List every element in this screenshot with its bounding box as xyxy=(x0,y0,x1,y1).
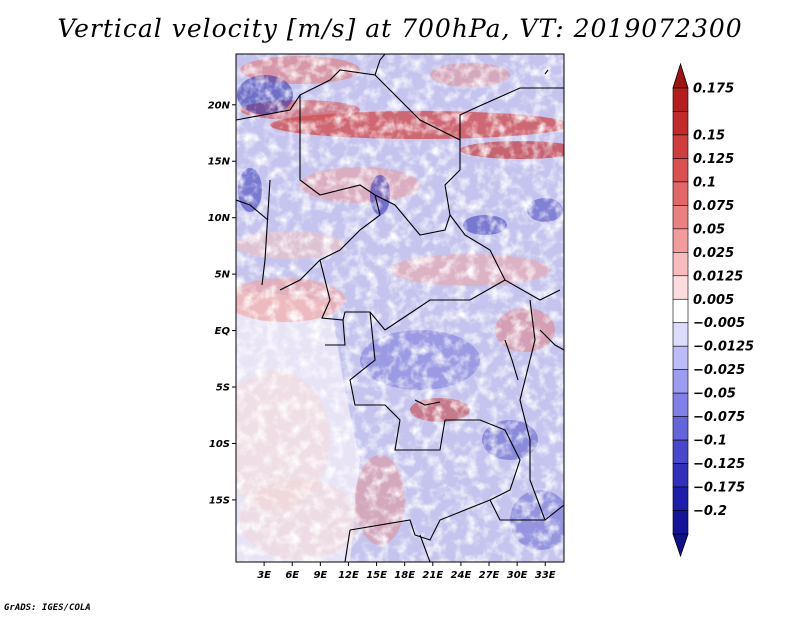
colorbar-swatch xyxy=(672,134,689,159)
lon-tick-label: 12E xyxy=(338,570,359,581)
lat-tick-label: EQ xyxy=(215,326,231,337)
lat-tick-label: 20N xyxy=(208,100,231,111)
lat-tick-label: 5S xyxy=(216,383,230,394)
lon-tick-label: 24E xyxy=(451,570,472,581)
lon-tick-label: 18E xyxy=(394,570,415,581)
colorbar-swatch xyxy=(672,416,689,441)
grads-credit: GrADS: IGES/COLA xyxy=(4,603,91,613)
colorbar-swatch xyxy=(672,252,689,277)
map-title: Vertical velocity [m/s] at 700hPa, VT: 2… xyxy=(57,14,743,43)
lon-tick-label: 9E xyxy=(313,570,327,581)
colorbar-bottom-arrow xyxy=(672,533,689,558)
colorbar-swatch xyxy=(672,345,689,370)
longitude-axis: 3E 6E 9E 12E 15E 18E 21E 24E 27E 30E 33E xyxy=(257,562,556,581)
colorbar-label: 0.075 xyxy=(693,199,734,214)
lon-tick-label: 33E xyxy=(535,570,556,581)
colorbar-label: 0.05 xyxy=(693,222,725,237)
lon-tick-label: 27E xyxy=(479,570,500,581)
colorbar-label: −0.175 xyxy=(693,481,745,496)
colorbar-label: −0.0125 xyxy=(693,340,754,355)
colorbar-label: −0.125 xyxy=(693,457,745,472)
colorbar-swatch xyxy=(672,111,689,136)
colorbar-label: −0.025 xyxy=(693,363,745,378)
lat-tick-label: 5N xyxy=(215,270,231,281)
colorbar-label: −0.1 xyxy=(693,434,727,449)
colorbar-top-arrow xyxy=(672,62,689,89)
map-frame xyxy=(235,53,565,563)
colorbar-label: −0.005 xyxy=(693,316,745,331)
colorbar-swatch xyxy=(672,486,689,511)
colorbar-swatch xyxy=(672,181,689,206)
lat-tick-label: 15N xyxy=(208,157,231,168)
colorbar-swatch xyxy=(672,87,689,112)
lon-tick-label: 6E xyxy=(285,570,299,581)
colorbar-label: 0.025 xyxy=(693,246,734,261)
lat-tick-label: 10N xyxy=(208,213,231,224)
colorbar-label: −0.05 xyxy=(693,387,736,402)
colorbar-swatch xyxy=(672,158,689,183)
colorbar-label: 0.1 xyxy=(693,175,716,190)
colorbar-label: 0.125 xyxy=(693,152,734,167)
colorbar-swatch xyxy=(672,510,689,535)
colorbar-label: 0.15 xyxy=(693,128,725,143)
colorbar-label: 0.005 xyxy=(693,293,734,308)
lon-tick-label: 3E xyxy=(257,570,271,581)
colorbar-swatch xyxy=(672,298,689,324)
colorbar-swatch xyxy=(672,205,689,230)
colorbar-swatch xyxy=(672,275,689,300)
colorbar-label: −0.075 xyxy=(693,410,745,425)
country-borders xyxy=(236,54,564,562)
colorbar-swatch xyxy=(672,439,689,464)
lon-tick-label: 21E xyxy=(422,570,443,581)
colorbar-label: 0.175 xyxy=(693,82,734,97)
colorbar: 0.175 0.15 0.125 0.1 0.075 0.05 0.025 0.0125 0.0… xyxy=(672,62,754,558)
colorbar-swatch xyxy=(672,322,689,347)
colorbar-swatch xyxy=(672,392,689,417)
lon-tick-label: 15E xyxy=(366,570,387,581)
colorbar-swatch xyxy=(672,228,689,253)
lat-tick-label: 10S xyxy=(209,439,230,450)
velocity-field xyxy=(236,54,564,562)
colorbar-label: −0.2 xyxy=(693,504,727,519)
colorbar-swatch xyxy=(672,369,689,394)
lon-tick-label: 30E xyxy=(507,570,528,581)
colorbar-label: 0.0125 xyxy=(693,269,743,284)
latitude-axis: 20N 15N 10N 5N EQ 5S 10S 15S xyxy=(208,100,236,506)
colorbar-swatch xyxy=(672,463,689,488)
lat-tick-label: 15S xyxy=(209,495,230,506)
